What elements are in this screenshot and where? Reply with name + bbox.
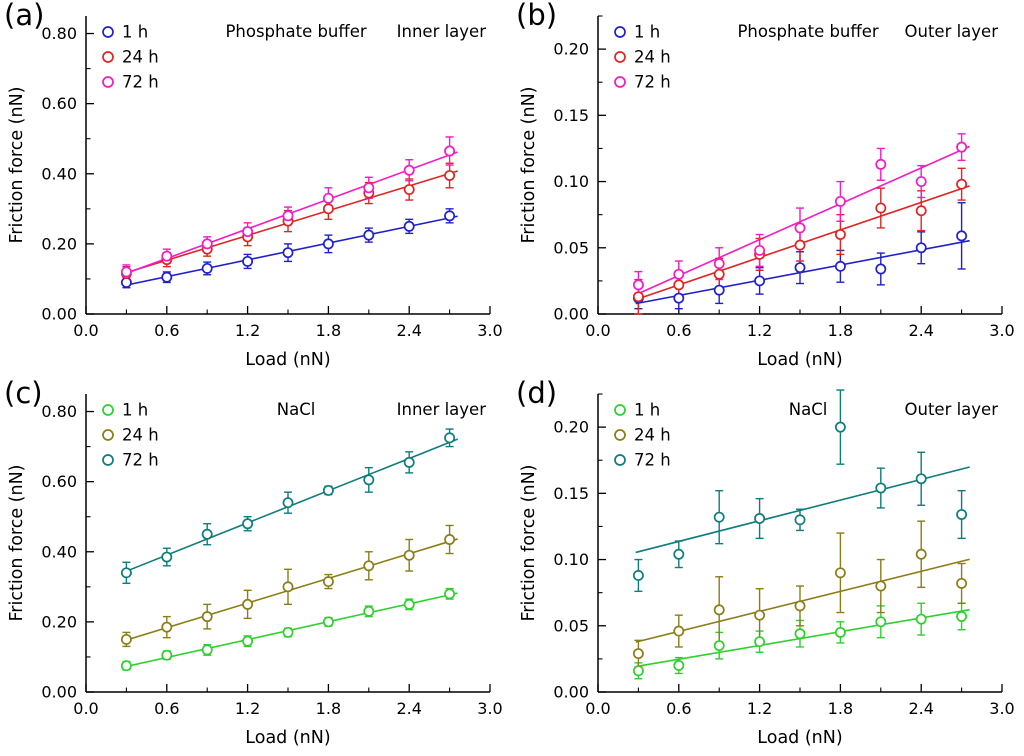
chart-c: 0.0 0.6 1.2 1.8 2.4 3.0 0.00 0.20 0.40 0.60 0.80 Lo…	[7, 394, 503, 748]
svg-text:1.2: 1.2	[747, 321, 772, 340]
svg-text:1 h: 1 h	[634, 23, 660, 42]
svg-text:0.0: 0.0	[585, 321, 610, 340]
panel-a-label: (a)	[4, 0, 45, 32]
svg-text:0.0: 0.0	[585, 699, 610, 718]
svg-text:1 h: 1 h	[634, 401, 660, 420]
svg-text:0.20: 0.20	[553, 418, 589, 437]
svg-text:NaCl: NaCl	[789, 400, 828, 419]
svg-text:0.80: 0.80	[41, 402, 77, 421]
svg-text:2.4: 2.4	[908, 699, 933, 718]
svg-text:0.6: 0.6	[154, 699, 179, 718]
svg-text:0.20: 0.20	[553, 40, 589, 59]
svg-text:0.20: 0.20	[41, 234, 77, 253]
svg-text:1 h: 1 h	[122, 401, 148, 420]
chart-b: 0.0 0.6 1.2 1.8 2.4 3.0 0.00 0.05 0.10 0.15 0.20 Lo…	[519, 15, 1015, 370]
svg-text:Inner layer: Inner layer	[397, 400, 487, 419]
panel-c-label: (c)	[4, 376, 43, 410]
svg-text:24 h: 24 h	[122, 48, 159, 67]
svg-text:Inner layer: Inner layer	[397, 22, 487, 41]
svg-text:0.15: 0.15	[553, 106, 589, 125]
svg-text:1.8: 1.8	[828, 699, 853, 718]
svg-text:0.00: 0.00	[553, 305, 589, 324]
svg-text:24 h: 24 h	[634, 48, 671, 67]
svg-text:Outer layer: Outer layer	[905, 22, 999, 41]
svg-text:NaCl: NaCl	[277, 400, 316, 419]
svg-text:2.4: 2.4	[396, 321, 421, 340]
svg-text:Load (nN): Load (nN)	[757, 350, 842, 370]
svg-text:1.8: 1.8	[316, 699, 341, 718]
svg-text:0.0: 0.0	[73, 321, 98, 340]
svg-text:1.2: 1.2	[235, 321, 260, 340]
svg-text:24 h: 24 h	[634, 426, 671, 445]
svg-text:Phosphate buffer: Phosphate buffer	[737, 22, 878, 41]
panel-d-label: (d)	[516, 376, 558, 410]
svg-text:3.0: 3.0	[989, 321, 1014, 340]
svg-text:3.0: 3.0	[989, 699, 1014, 718]
svg-text:0.6: 0.6	[666, 321, 691, 340]
svg-text:0.00: 0.00	[41, 305, 77, 324]
svg-text:72 h: 72 h	[122, 73, 159, 92]
svg-text:72 h: 72 h	[634, 73, 671, 92]
svg-text:0.00: 0.00	[553, 683, 589, 702]
svg-text:0.60: 0.60	[41, 472, 77, 491]
svg-text:0.10: 0.10	[553, 172, 589, 191]
svg-text:1.8: 1.8	[828, 321, 853, 340]
svg-text:3.0: 3.0	[477, 699, 502, 718]
svg-text:0.40: 0.40	[41, 164, 77, 183]
svg-text:0.00: 0.00	[41, 683, 77, 702]
svg-text:0.05: 0.05	[553, 616, 589, 635]
svg-text:0.80: 0.80	[41, 24, 77, 43]
svg-text:0.0: 0.0	[73, 699, 98, 718]
svg-text:1.8: 1.8	[316, 321, 341, 340]
svg-text:Load (nN): Load (nN)	[245, 350, 330, 370]
panel-a: (a) 0.0 0.6 1.2 1.8 2.4 3.0 0.00 0.20 0.40 0.60 0.…	[0, 0, 512, 378]
svg-text:2.4: 2.4	[396, 699, 421, 718]
svg-text:0.60: 0.60	[41, 94, 77, 113]
svg-text:2.4: 2.4	[908, 321, 933, 340]
svg-text:0.05: 0.05	[553, 238, 589, 257]
svg-text:Outer layer: Outer layer	[905, 400, 999, 419]
svg-text:72 h: 72 h	[122, 451, 159, 470]
panel-b-label: (b)	[516, 0, 558, 32]
svg-text:Phosphate buffer: Phosphate buffer	[225, 22, 366, 41]
svg-text:3.0: 3.0	[477, 321, 502, 340]
svg-text:0.20: 0.20	[41, 612, 77, 631]
svg-text:Load (nN): Load (nN)	[245, 728, 330, 748]
svg-text:1 h: 1 h	[122, 23, 148, 42]
svg-text:Friction force (nN): Friction force (nN)	[7, 86, 27, 243]
svg-text:Friction force (nN): Friction force (nN)	[7, 464, 27, 621]
svg-text:72 h: 72 h	[634, 451, 671, 470]
svg-text:0.40: 0.40	[41, 542, 77, 561]
svg-text:0.15: 0.15	[553, 484, 589, 503]
panel-c: (c) 0.0 0.6 1.2 1.8 2.4 3.0 0.00 0.20 0.40 0.60 0.…	[0, 378, 512, 756]
svg-text:1.2: 1.2	[747, 699, 772, 718]
svg-text:1.2: 1.2	[235, 699, 260, 718]
svg-text:Friction force (nN): Friction force (nN)	[519, 464, 539, 621]
svg-text:0.10: 0.10	[553, 550, 589, 569]
chart-a: 0.0 0.6 1.2 1.8 2.4 3.0 0.00 0.20 0.40 0.60 0.80 Lo…	[7, 16, 503, 370]
svg-text:24 h: 24 h	[122, 426, 159, 445]
panel-d: (d) 0.0 0.6 1.2 1.8 2.4 3.0 0.00 0.05 0.10 0.15 0.…	[512, 378, 1024, 756]
svg-text:Load (nN): Load (nN)	[757, 728, 842, 748]
svg-text:Friction force (nN): Friction force (nN)	[519, 86, 539, 243]
svg-text:0.6: 0.6	[154, 321, 179, 340]
chart-d: 0.0 0.6 1.2 1.8 2.4 3.0 0.00 0.05 0.10 0.15 0.20 Lo…	[519, 389, 1015, 748]
svg-text:0.6: 0.6	[666, 699, 691, 718]
panel-b: (b) 0.0 0.6 1.2 1.8 2.4 3.0 0.00 0.05 0.10 0.15 0.…	[512, 0, 1024, 378]
